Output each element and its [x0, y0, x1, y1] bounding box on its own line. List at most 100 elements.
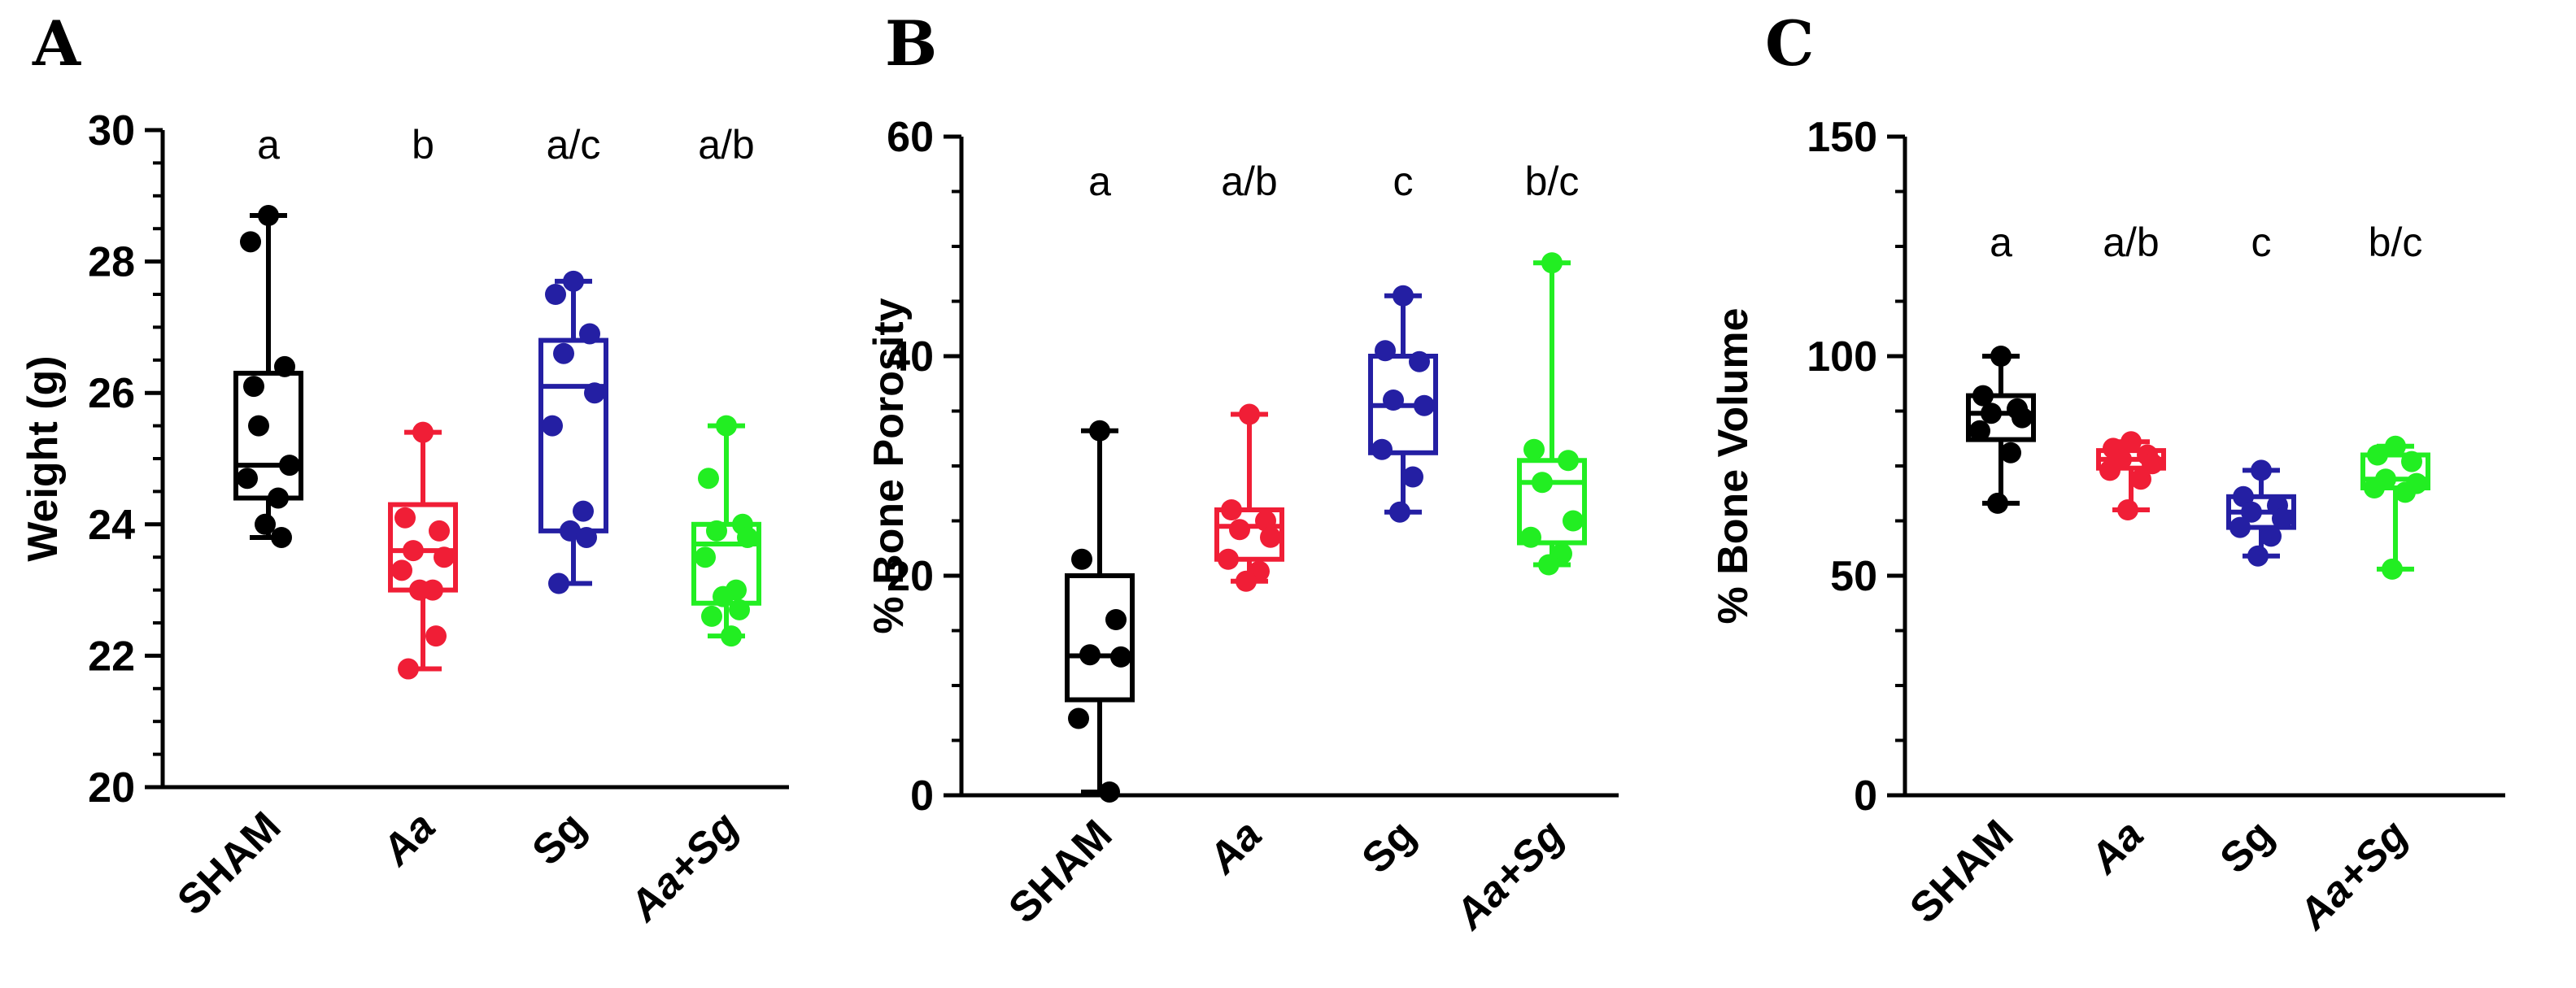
data-point — [1383, 390, 1404, 411]
data-point — [1563, 510, 1584, 532]
x-category-label: Sg — [1353, 811, 1424, 882]
box-sg — [1368, 285, 1438, 523]
y-tick-label: 20 — [88, 764, 135, 812]
data-point — [1969, 420, 1990, 442]
y-tick-label: 50 — [1830, 553, 1877, 600]
y-axis-label: % Bone Volume — [1710, 307, 1757, 624]
data-point — [695, 546, 716, 568]
data-point — [1402, 466, 1423, 488]
y-tick-label: 20 — [887, 553, 934, 600]
data-point — [2401, 450, 2422, 472]
box-sg — [2226, 459, 2296, 567]
data-point — [548, 572, 569, 594]
data-point — [412, 421, 434, 443]
data-point — [2247, 545, 2269, 567]
significance-label: b — [412, 122, 434, 168]
significance-label: a — [257, 122, 280, 168]
significance-label: a/b — [698, 122, 755, 168]
data-point — [1389, 501, 1410, 523]
y-tick-label: 60 — [887, 114, 934, 161]
y-tick-label: 24 — [88, 502, 135, 549]
box-aa-sg — [1517, 252, 1587, 576]
data-point — [434, 546, 455, 568]
x-category-label: SHAM — [1901, 811, 2022, 932]
data-point — [1990, 346, 2012, 367]
data-point — [1218, 548, 1239, 570]
data-point — [573, 500, 594, 522]
data-point — [409, 579, 430, 601]
data-point — [258, 205, 279, 227]
box-sham — [1065, 420, 1135, 803]
y-tick-label: 28 — [88, 239, 135, 286]
significance-label: b/c — [2369, 220, 2423, 265]
x-category-label: Aa+Sg — [620, 803, 748, 931]
data-point — [248, 415, 269, 437]
significance-label: a/b — [2103, 220, 2160, 265]
data-point — [1393, 285, 1414, 307]
data-point — [2142, 453, 2163, 475]
data-point — [1089, 420, 1110, 442]
data-point — [1375, 340, 1396, 362]
data-point — [1068, 707, 1089, 729]
data-point — [737, 526, 758, 548]
data-point — [706, 520, 727, 542]
data-point — [2099, 459, 2121, 481]
panel-b: B — [885, 7, 937, 80]
y-tick-label: 0 — [1854, 773, 1877, 820]
box-sham — [1966, 346, 2036, 514]
significance-label: c — [1393, 159, 1414, 204]
box-aa-sg — [691, 415, 761, 647]
data-point — [268, 487, 289, 509]
x-category-label: SHAM — [1000, 811, 1121, 932]
data-point — [2241, 501, 2262, 523]
significance-label: a — [1990, 220, 2012, 265]
data-point — [1105, 609, 1127, 630]
x-category-label: SHAM — [168, 803, 290, 924]
y-tick-label: 0 — [910, 773, 934, 820]
data-point — [240, 231, 261, 253]
panel-letter-a: A — [32, 7, 81, 80]
data-point — [2260, 525, 2282, 547]
data-point — [1541, 252, 1563, 274]
box-sham — [233, 205, 303, 548]
y-tick-label: 100 — [1807, 333, 1877, 381]
data-point — [1972, 385, 1994, 407]
data-point — [2121, 431, 2142, 453]
data-point — [698, 468, 719, 490]
data-point — [553, 342, 574, 364]
data-point — [279, 455, 300, 477]
data-point — [563, 270, 584, 292]
data-point — [1110, 646, 1131, 668]
data-point — [398, 658, 419, 680]
x-category-label: Aa — [2080, 811, 2152, 883]
x-category-label: Sg — [2211, 811, 2282, 882]
data-point — [1099, 781, 1120, 803]
data-point — [542, 415, 563, 437]
chart-panel-a: 20 22 24 26 28 30 Weight (g) a SHAM b Aa a/c Sg a/b Aa… — [20, 107, 789, 931]
data-point — [545, 284, 566, 305]
data-point — [2130, 468, 2151, 490]
data-point — [1532, 472, 1553, 494]
data-point — [716, 415, 737, 437]
panel-letter-b: B — [885, 7, 937, 80]
data-point — [729, 598, 750, 620]
data-point — [403, 540, 424, 562]
panel-a: A — [32, 7, 81, 80]
data-point — [2000, 442, 2021, 464]
data-point — [1987, 492, 2008, 514]
data-point — [1371, 438, 1393, 460]
data-point — [243, 376, 264, 398]
data-point — [1239, 403, 1260, 425]
data-point — [2229, 516, 2251, 538]
y-axis-label: Weight (g) — [20, 355, 67, 561]
y-tick-label: 30 — [88, 107, 135, 155]
data-point — [1981, 403, 2002, 424]
data-point — [1221, 499, 1242, 520]
data-point — [237, 468, 258, 490]
data-point — [394, 507, 416, 529]
box-aa-sg — [2360, 435, 2430, 580]
data-point — [560, 520, 581, 542]
x-category-label: Aa+Sg — [2289, 811, 2417, 939]
x-category-label: Aa — [1198, 811, 1271, 883]
significance-label: b/c — [1525, 159, 1580, 204]
